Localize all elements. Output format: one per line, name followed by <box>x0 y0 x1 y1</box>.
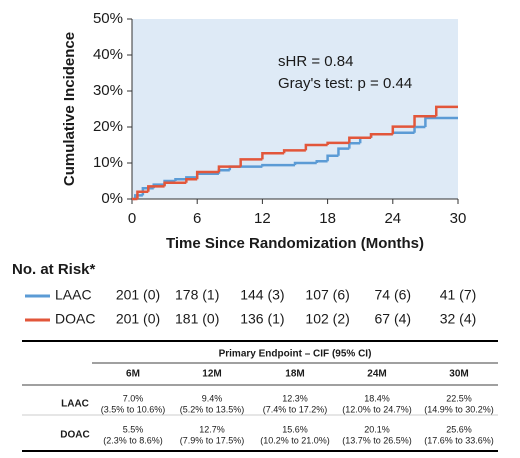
risk-title: No. at Risk* <box>12 261 96 278</box>
risk-count: 178 (1) <box>175 287 219 303</box>
y-tick-label: 30% <box>93 82 123 99</box>
risk-count: 201 (0) <box>116 311 160 327</box>
row-label: LAAC <box>61 399 89 410</box>
risk-count: 201 (0) <box>116 287 160 303</box>
table-title: Primary Endpoint – CIF (95% CI) <box>219 349 372 360</box>
step-segment <box>391 131 415 135</box>
column-header: 6M <box>126 369 140 380</box>
step-segment <box>391 125 415 135</box>
step-segment <box>185 177 198 183</box>
step-segment <box>217 165 241 172</box>
step-segment <box>424 116 458 127</box>
step-segment <box>163 181 187 187</box>
row-label: DOAC <box>60 430 89 441</box>
x-axis-title: Time Since Randomization (Months) <box>166 235 424 252</box>
risk-count: 74 (6) <box>375 287 412 303</box>
annotation: sHR = 0.84 <box>278 53 353 70</box>
step-segment <box>304 143 328 151</box>
step-segment <box>413 114 437 127</box>
cell-ci: (10.2% to 21.0%) <box>260 435 330 445</box>
step-segment <box>435 105 458 117</box>
risk-count: 102 (2) <box>305 311 349 327</box>
cell-value: 12.3% <box>282 393 308 403</box>
y-tick-label: 20% <box>93 118 123 135</box>
cell-ci: (5.2% to 13.5%) <box>180 404 245 414</box>
y-tick-label: 10% <box>93 154 123 171</box>
cell-ci: (7.4% to 17.2%) <box>263 404 328 414</box>
step-segment <box>261 163 295 167</box>
annotation: Gray's test: p = 0.44 <box>278 75 412 92</box>
step-segment <box>282 149 306 154</box>
cell-ci: (7.9% to 17.5%) <box>180 435 245 445</box>
step-segment <box>147 185 165 192</box>
step-segment <box>337 147 350 156</box>
cell-value: 22.5% <box>446 393 472 403</box>
step-segment <box>136 190 149 199</box>
risk-count: 67 (4) <box>375 311 412 327</box>
y-tick-label: 50% <box>93 10 123 27</box>
cell-ci: (3.5% to 10.6%) <box>101 404 166 414</box>
step-segment <box>174 177 187 181</box>
cell-value: 12.7% <box>199 424 225 434</box>
risk-count: 41 (7) <box>440 287 477 303</box>
cell-value: 15.6% <box>282 424 308 434</box>
y-axis-title: Cumulative Incidence <box>61 32 78 186</box>
cell-value: 9.4% <box>202 393 223 403</box>
y-tick-label: 40% <box>93 46 123 63</box>
step-segment <box>326 141 350 145</box>
risk-count: 107 (6) <box>305 287 349 303</box>
x-tick-label: 0 <box>128 210 136 227</box>
x-tick-label: 30 <box>450 210 467 227</box>
column-header: 12M <box>202 369 221 380</box>
cell-ci: (12.0% to 24.7%) <box>342 404 412 414</box>
cell-ci: (14.9% to 30.2%) <box>424 404 494 414</box>
legend-label: LAAC <box>55 287 92 303</box>
x-tick-label: 18 <box>319 210 336 227</box>
cell-value: 20.1% <box>364 424 390 434</box>
cell-value: 25.6% <box>446 424 472 434</box>
cell-ci: (2.3% to 8.6%) <box>103 435 163 445</box>
column-header: 18M <box>285 369 304 380</box>
cell-ci: (17.6% to 33.6%) <box>424 435 494 445</box>
cell-value: 7.0% <box>123 393 144 403</box>
step-segment <box>293 161 317 166</box>
risk-count: 32 (4) <box>440 311 477 327</box>
x-tick-label: 12 <box>254 210 271 227</box>
column-header: 30M <box>449 369 468 380</box>
plot-background <box>132 19 458 199</box>
risk-count: 181 (0) <box>175 311 219 327</box>
step-segment <box>195 170 219 180</box>
step-segment <box>348 136 372 143</box>
x-tick-label: 24 <box>384 210 401 227</box>
step-segment <box>326 154 339 162</box>
step-segment <box>315 159 328 163</box>
step-segment <box>239 158 263 167</box>
risk-count: 136 (1) <box>240 311 284 327</box>
step-segment <box>261 152 285 160</box>
cell-ci: (13.7% to 26.5%) <box>342 435 412 445</box>
risk-count: 144 (3) <box>240 287 284 303</box>
cell-value: 18.4% <box>364 393 390 403</box>
y-tick-label: 0% <box>101 190 123 207</box>
x-tick-label: 6 <box>193 210 201 227</box>
column-header: 24M <box>367 369 386 380</box>
legend-label: DOAC <box>55 311 95 327</box>
cell-value: 5.5% <box>123 424 144 434</box>
step-segment <box>369 132 393 138</box>
